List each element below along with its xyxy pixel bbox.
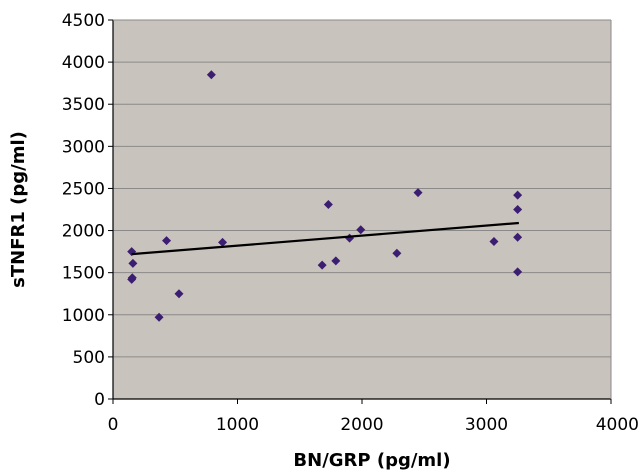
y-tick-labels: 0 500 1000 1500 2000 2500 3000 3500 4000 4500: [62, 11, 105, 410]
data-point-19: [513, 205, 523, 214]
y-tick-label-3500: 3500: [62, 95, 105, 115]
data-point-6: [162, 236, 172, 246]
x-tick-label-3000: 3000: [465, 415, 508, 435]
y-axis-title: sTNFR1 (pg/ml): [8, 131, 29, 288]
y-tick-label-0: 0: [94, 390, 105, 410]
data-point-15: [392, 248, 402, 258]
plot-area: [113, 20, 611, 399]
data-point-2: [128, 258, 138, 268]
x-tick-label-4000: 4000: [596, 415, 639, 435]
data-points: [127, 70, 523, 322]
data-point-10: [317, 260, 327, 270]
data-point-8: [206, 70, 216, 80]
data-point-9: [218, 237, 228, 247]
y-tick-label-3000: 3000: [62, 137, 105, 157]
data-point-16: [413, 188, 423, 198]
data-point-4: [127, 273, 137, 283]
trendline-group: [131, 221, 519, 256]
trendline: [131, 221, 519, 256]
data-point-7: [174, 289, 184, 299]
data-point-14: [356, 225, 366, 235]
data-point-18: [513, 190, 523, 200]
data-point-17: [489, 237, 499, 247]
y-tick-label-2500: 2500: [62, 179, 105, 199]
y-tick-label-500: 500: [73, 348, 105, 368]
y-tick-label-2000: 2000: [62, 222, 105, 242]
data-point-20: [513, 232, 523, 242]
x-axis-title: BN/GRP (pg/ml): [293, 450, 450, 471]
x-tick-label-1000: 1000: [216, 415, 259, 435]
x-tick-labels: 0 1000 2000 3000 4000: [108, 415, 639, 435]
y-tick-label-1000: 1000: [62, 306, 105, 326]
data-point-21: [513, 267, 523, 277]
y-tick-label-1500: 1500: [62, 264, 105, 284]
data-point-5: [154, 312, 164, 322]
axes: [108, 19, 612, 404]
y-tick-label-4000: 4000: [62, 53, 105, 73]
y-tick-label-4500: 4500: [62, 11, 105, 31]
x-tick-label-2000: 2000: [340, 415, 383, 435]
data-point-11: [323, 199, 333, 209]
x-tick-label-0: 0: [108, 415, 119, 435]
data-point-12: [331, 256, 341, 266]
